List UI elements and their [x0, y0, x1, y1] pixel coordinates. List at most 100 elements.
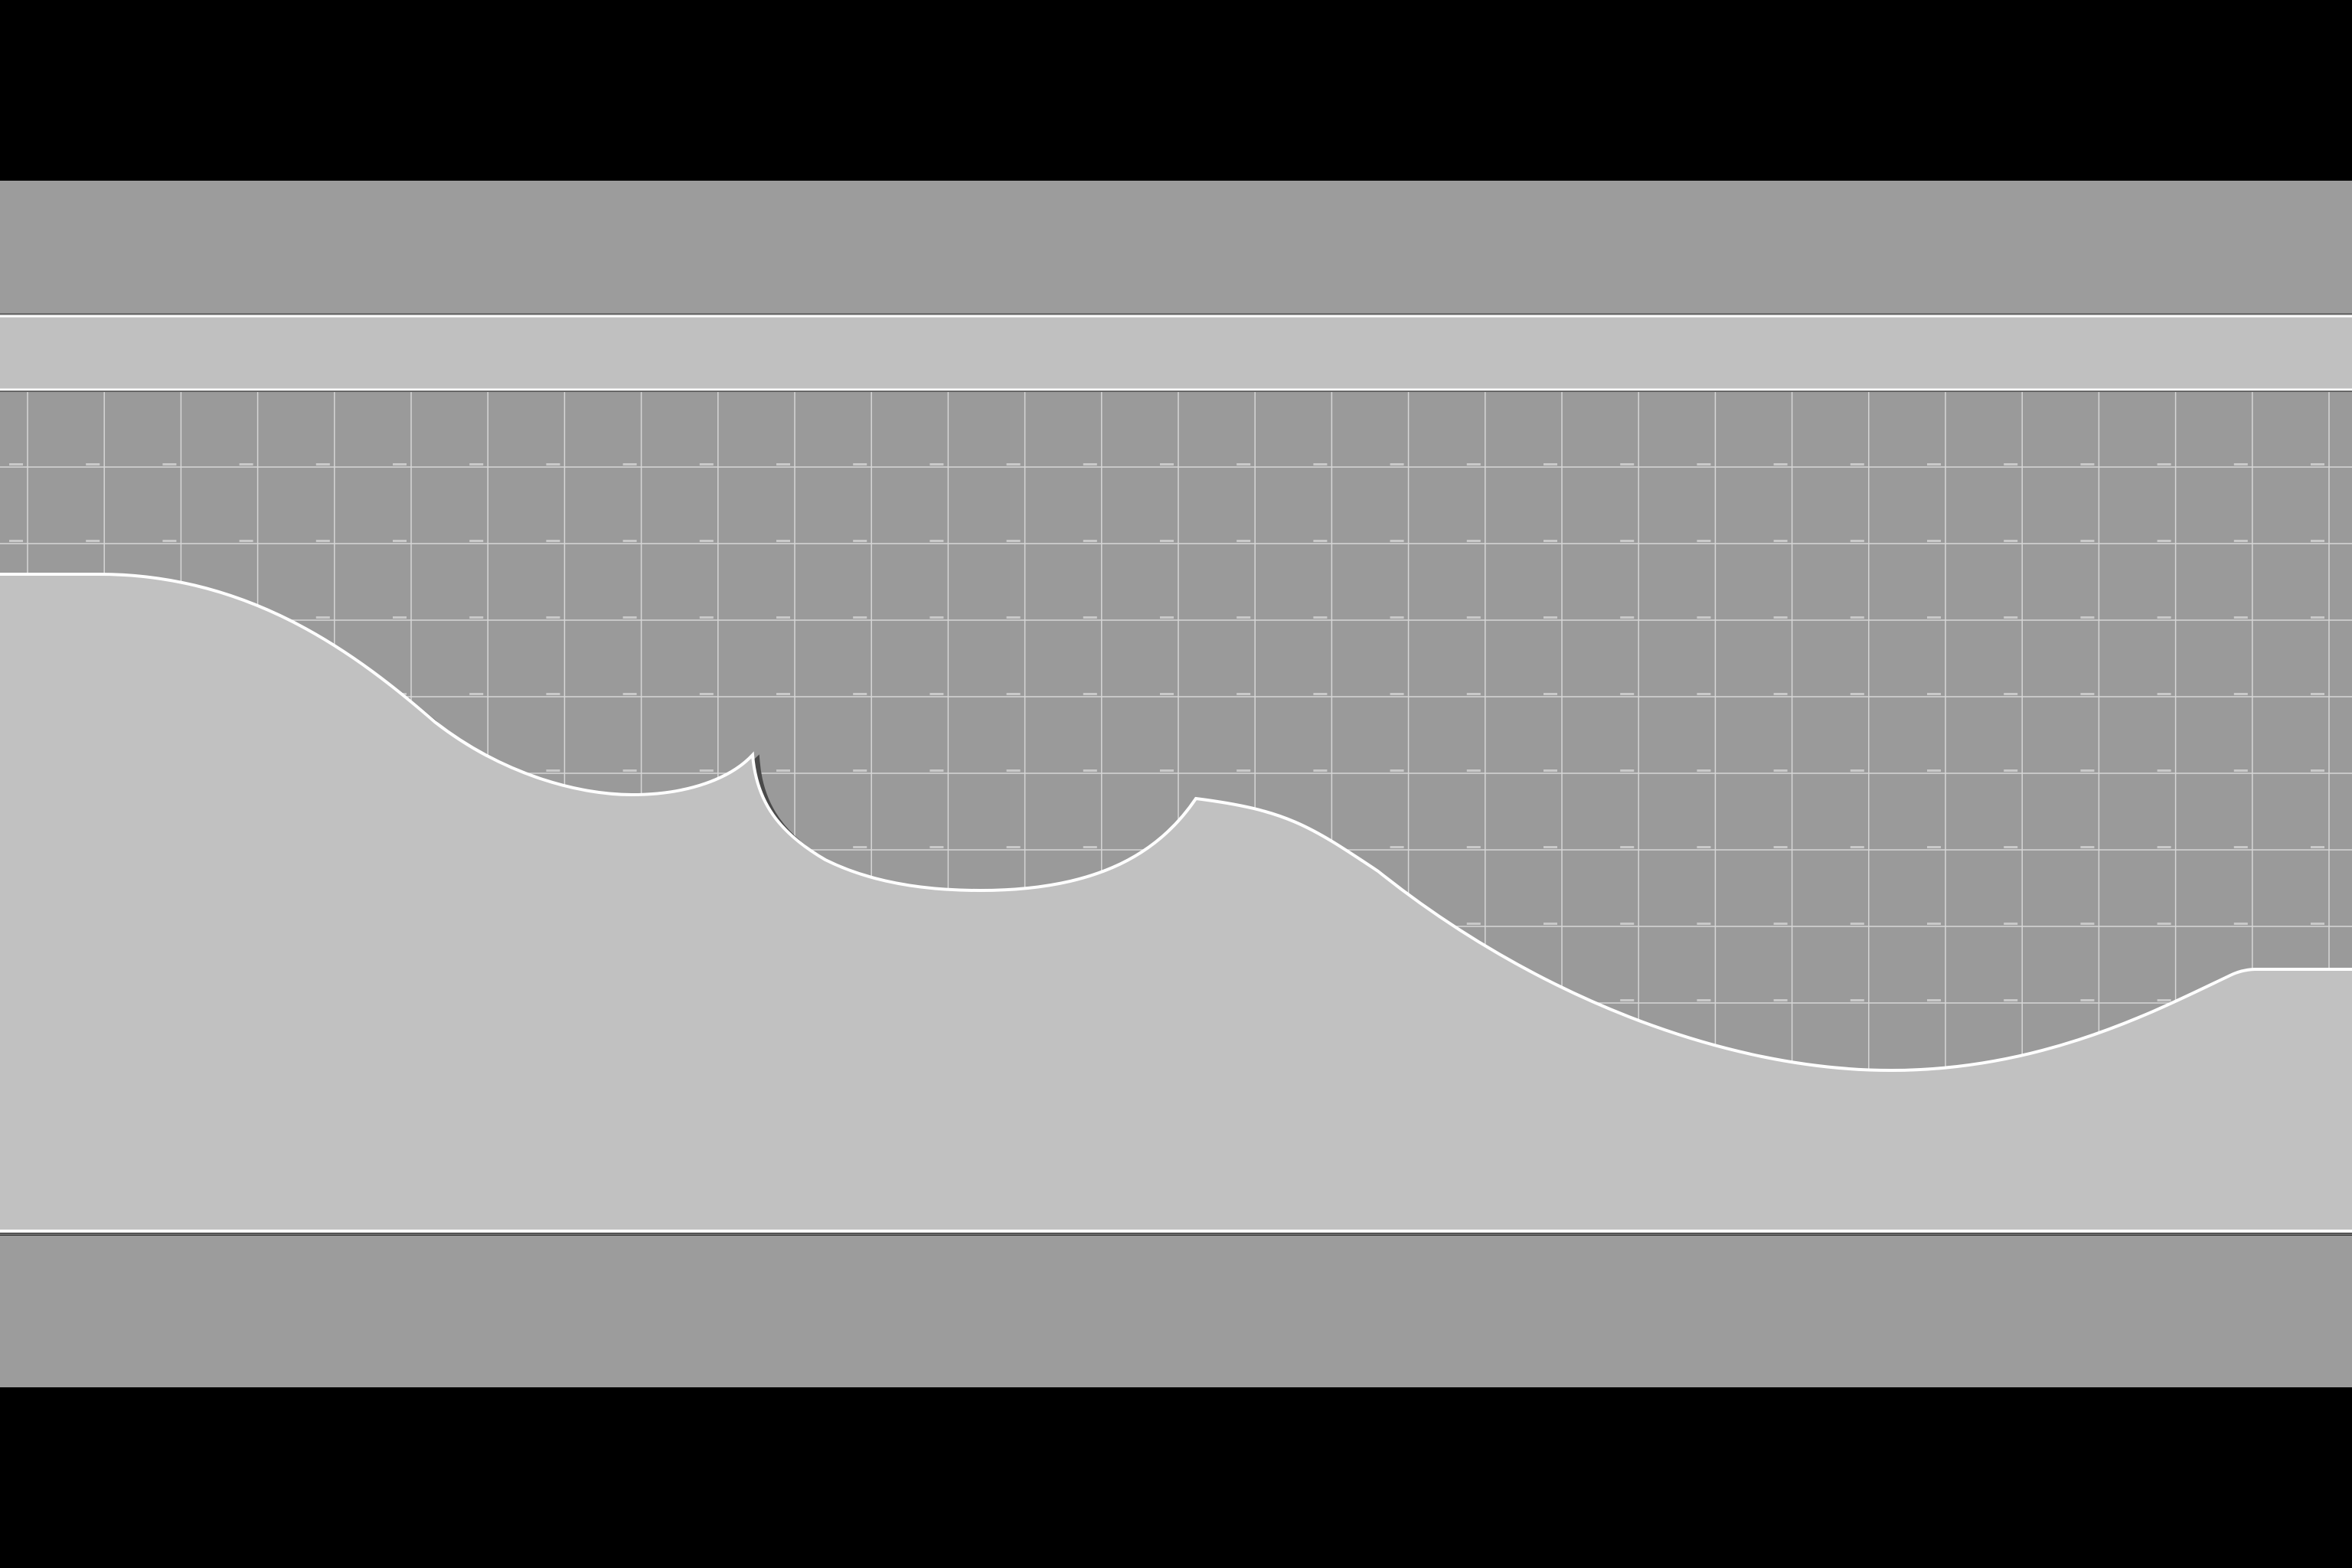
grid-tile-marker [1544, 846, 1557, 848]
grid-tile-marker [1083, 846, 1097, 848]
grid-tile-marker [1313, 540, 1328, 542]
grid-tile-marker [1160, 693, 1174, 695]
grid-tile-marker [1773, 463, 1788, 466]
grid-tile-marker [393, 540, 407, 542]
grid-tile-marker [2004, 616, 2018, 619]
grid-tile-marker [1390, 846, 1404, 848]
grid-tile-marker [776, 540, 790, 542]
grid-tile-marker [239, 540, 253, 542]
grid-tile-marker [622, 693, 637, 695]
terrain-outline [0, 573, 2352, 1073]
grid-tile-marker [315, 463, 330, 466]
grid-tile-marker [1390, 693, 1404, 695]
grid-tile-marker [1466, 463, 1481, 466]
grid-tile-marker [929, 693, 944, 695]
grid-tile-marker [2080, 540, 2095, 542]
grid-tile-marker [1390, 769, 1404, 772]
grid-tile-marker [1544, 540, 1557, 542]
grid-tile-marker [1160, 769, 1174, 772]
grid-tile-marker [776, 769, 790, 772]
grid-tile-marker [1927, 999, 1941, 1001]
grid-tile-marker [2311, 846, 2324, 848]
grid-tile-marker [2004, 769, 2018, 772]
grid-tile-marker [929, 463, 944, 466]
grid-tile-marker [315, 540, 330, 542]
grid-tile-marker [1083, 769, 1097, 772]
grid-tile-marker [1544, 693, 1557, 695]
grid-tile-marker [2233, 540, 2248, 542]
grid-tile-marker [86, 463, 100, 466]
grid-tile-marker [2157, 540, 2171, 542]
grid-tile-marker [1620, 846, 1635, 848]
lower-background-band [0, 1236, 2352, 1387]
grid-tile-marker [86, 540, 100, 542]
grid-tile-marker [2004, 463, 2018, 466]
grid-tile-marker [1313, 463, 1328, 466]
ceiling-strip [0, 315, 2352, 390]
grid-tile-marker [1850, 693, 1864, 695]
grid-tile-marker [853, 769, 867, 772]
grid-tile-marker [622, 769, 637, 772]
grid-tile-marker [622, 616, 637, 619]
grid-tile-marker [853, 463, 867, 466]
grid-tile-marker [1620, 923, 1635, 925]
grid-tile-marker [162, 463, 177, 466]
grid-tile-marker [1927, 769, 1941, 772]
grid-tile-marker [2233, 693, 2248, 695]
grid-tile-marker [2233, 846, 2248, 848]
grid-tile-marker [2080, 923, 2095, 925]
grid-tile-marker [1083, 540, 1097, 542]
grid-tile-marker [1927, 693, 1941, 695]
grid-tile-marker [2080, 616, 2095, 619]
grid-tile-marker [2233, 769, 2248, 772]
top-letterbox [0, 0, 2352, 181]
grid-tile-marker [1850, 846, 1864, 848]
grid-tile-marker [1697, 999, 1711, 1001]
grid-tile-marker [2157, 616, 2171, 619]
grid-tile-marker [1620, 999, 1635, 1001]
grid-tile-marker [699, 540, 714, 542]
grid-tile-marker [1466, 540, 1481, 542]
grid-tile-marker [2157, 769, 2171, 772]
grid-tile-marker [2311, 923, 2324, 925]
grid-tile-marker [1466, 616, 1481, 619]
grid-tile-marker [1160, 540, 1174, 542]
grid-tile-marker [2157, 846, 2171, 848]
grid-tile-marker [776, 616, 790, 619]
grid-tile-marker [929, 616, 944, 619]
grid-tile-marker [2233, 616, 2248, 619]
grid-tile-marker [1160, 463, 1174, 466]
grid-tile-marker [1236, 769, 1251, 772]
grid-tile-marker [1697, 463, 1711, 466]
grid-tile-marker [1927, 846, 1941, 848]
grid-tile-marker [1620, 463, 1635, 466]
grid-tile-marker [622, 463, 637, 466]
grid-tile-marker [2233, 463, 2248, 466]
grid-tile-marker [1083, 616, 1097, 619]
grid-tile-marker [393, 616, 407, 619]
grid-tile-marker [1313, 616, 1328, 619]
grid-tile-marker [1850, 616, 1864, 619]
grid-tile-marker [315, 616, 330, 619]
grid-tile-marker [2311, 769, 2324, 772]
grid-tile-marker [699, 463, 714, 466]
grid-tile-marker [1390, 463, 1404, 466]
grid-tile-marker [469, 693, 484, 695]
grid-tile-marker [2004, 846, 2018, 848]
grid-tile-marker [1697, 693, 1711, 695]
grid-tile-marker [2080, 769, 2095, 772]
grid-tile-marker [1083, 463, 1097, 466]
grid-tile-marker [1466, 693, 1481, 695]
grid-tile-marker [853, 616, 867, 619]
grid-tile-marker [1544, 923, 1557, 925]
grid-tile-marker [1620, 693, 1635, 695]
grid-tile-marker [2311, 693, 2324, 695]
grid-tile-marker [1390, 616, 1404, 619]
grid-tile-marker [1006, 693, 1021, 695]
grid-tile-marker [469, 463, 484, 466]
grid-tile-marker [2157, 999, 2171, 1001]
grid-tile-marker [469, 540, 484, 542]
grid-tile-marker [1850, 540, 1864, 542]
grid-tile-marker [1773, 616, 1788, 619]
grid-tile-marker [1773, 923, 1788, 925]
